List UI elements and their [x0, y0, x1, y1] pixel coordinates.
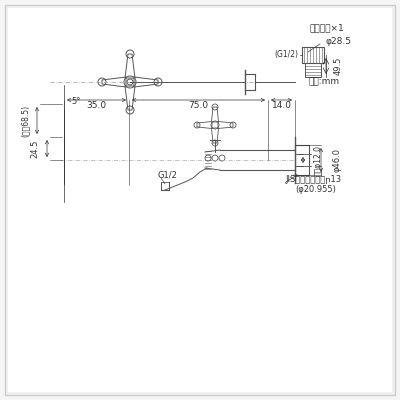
Text: G1/2: G1/2 [157, 170, 177, 180]
Bar [295, 145, 309, 175]
Text: 24.5: 24.5 [30, 139, 40, 158]
Text: (最大68.5): (最大68.5) [20, 104, 30, 136]
Text: 14.0: 14.0 [272, 102, 292, 110]
Text: JIS給水栓取付ねր13: JIS給水栓取付ねր13 [285, 176, 341, 184]
Text: 49.5: 49.5 [334, 57, 343, 75]
Text: 単位:mm: 単位:mm [309, 78, 340, 86]
Text: (G1/2): (G1/2) [274, 50, 298, 60]
Text: 内径φ12.0: 内径φ12.0 [314, 144, 323, 176]
Text: ネジ口金×1: ネジ口金×1 [310, 24, 345, 32]
Bar [302, 47, 324, 63]
Text: φ28.5: φ28.5 [325, 38, 351, 46]
Bar [305, 63, 321, 77]
Text: φ46.0: φ46.0 [333, 148, 342, 172]
Text: (φ20.955): (φ20.955) [295, 186, 336, 194]
Text: 35.0: 35.0 [86, 102, 106, 110]
Text: 75.0: 75.0 [188, 102, 208, 110]
Text: 5°: 5° [71, 98, 81, 106]
